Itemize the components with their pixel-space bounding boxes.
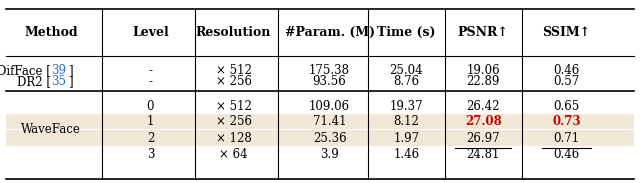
Text: Time (s): Time (s): [377, 26, 436, 40]
Text: 3.9: 3.9: [320, 148, 339, 161]
Text: 0.73: 0.73: [552, 115, 580, 128]
Text: -: -: [148, 64, 152, 77]
Text: Resolution: Resolution: [196, 26, 271, 40]
Text: × 256: × 256: [216, 75, 252, 88]
Text: 1.97: 1.97: [394, 132, 419, 145]
Text: 8.12: 8.12: [394, 115, 419, 128]
Text: 109.06: 109.06: [309, 100, 350, 113]
Text: 19.06: 19.06: [467, 64, 500, 77]
Text: ]: ]: [68, 75, 72, 88]
Text: DR2 [: DR2 [: [17, 75, 51, 88]
Text: 0.57: 0.57: [553, 75, 580, 88]
Bar: [6, 130, 634, 146]
Text: 3: 3: [147, 148, 154, 161]
Text: 0.46: 0.46: [553, 148, 580, 161]
Text: PSNR↑: PSNR↑: [458, 26, 509, 40]
Text: 1.46: 1.46: [394, 148, 419, 161]
Text: 0.46: 0.46: [553, 64, 580, 77]
Text: SSIM↑: SSIM↑: [542, 26, 591, 40]
Text: × 512: × 512: [216, 100, 252, 113]
Text: #Param. (M): #Param. (M): [285, 26, 374, 40]
Text: 93.56: 93.56: [313, 75, 346, 88]
Text: ]: ]: [68, 64, 72, 77]
Text: WaveFace: WaveFace: [21, 123, 81, 137]
Text: 39: 39: [51, 64, 66, 77]
Text: 25.04: 25.04: [390, 64, 423, 77]
Text: 27.08: 27.08: [465, 115, 502, 128]
Text: 26.42: 26.42: [467, 100, 500, 113]
Text: -: -: [148, 75, 152, 88]
Text: 22.89: 22.89: [467, 75, 500, 88]
Text: 175.38: 175.38: [309, 64, 350, 77]
Text: 2: 2: [147, 132, 154, 145]
Text: 8.76: 8.76: [394, 75, 419, 88]
Text: DifFace [: DifFace [: [0, 64, 51, 77]
Text: 19.37: 19.37: [390, 100, 423, 113]
Text: Method: Method: [24, 26, 78, 40]
Text: Level: Level: [132, 26, 169, 40]
Text: 0: 0: [147, 100, 154, 113]
Text: × 512: × 512: [216, 64, 252, 77]
Text: 71.41: 71.41: [313, 115, 346, 128]
Text: × 64: × 64: [220, 148, 248, 161]
Text: 35: 35: [51, 75, 66, 88]
Text: 1: 1: [147, 115, 154, 128]
Text: 0.65: 0.65: [553, 100, 580, 113]
Text: 25.36: 25.36: [313, 132, 346, 145]
Text: 24.81: 24.81: [467, 148, 500, 161]
Text: 0.71: 0.71: [554, 132, 579, 145]
Text: × 128: × 128: [216, 132, 252, 145]
Bar: [6, 114, 634, 130]
Text: 26.97: 26.97: [467, 132, 500, 145]
Text: × 256: × 256: [216, 115, 252, 128]
